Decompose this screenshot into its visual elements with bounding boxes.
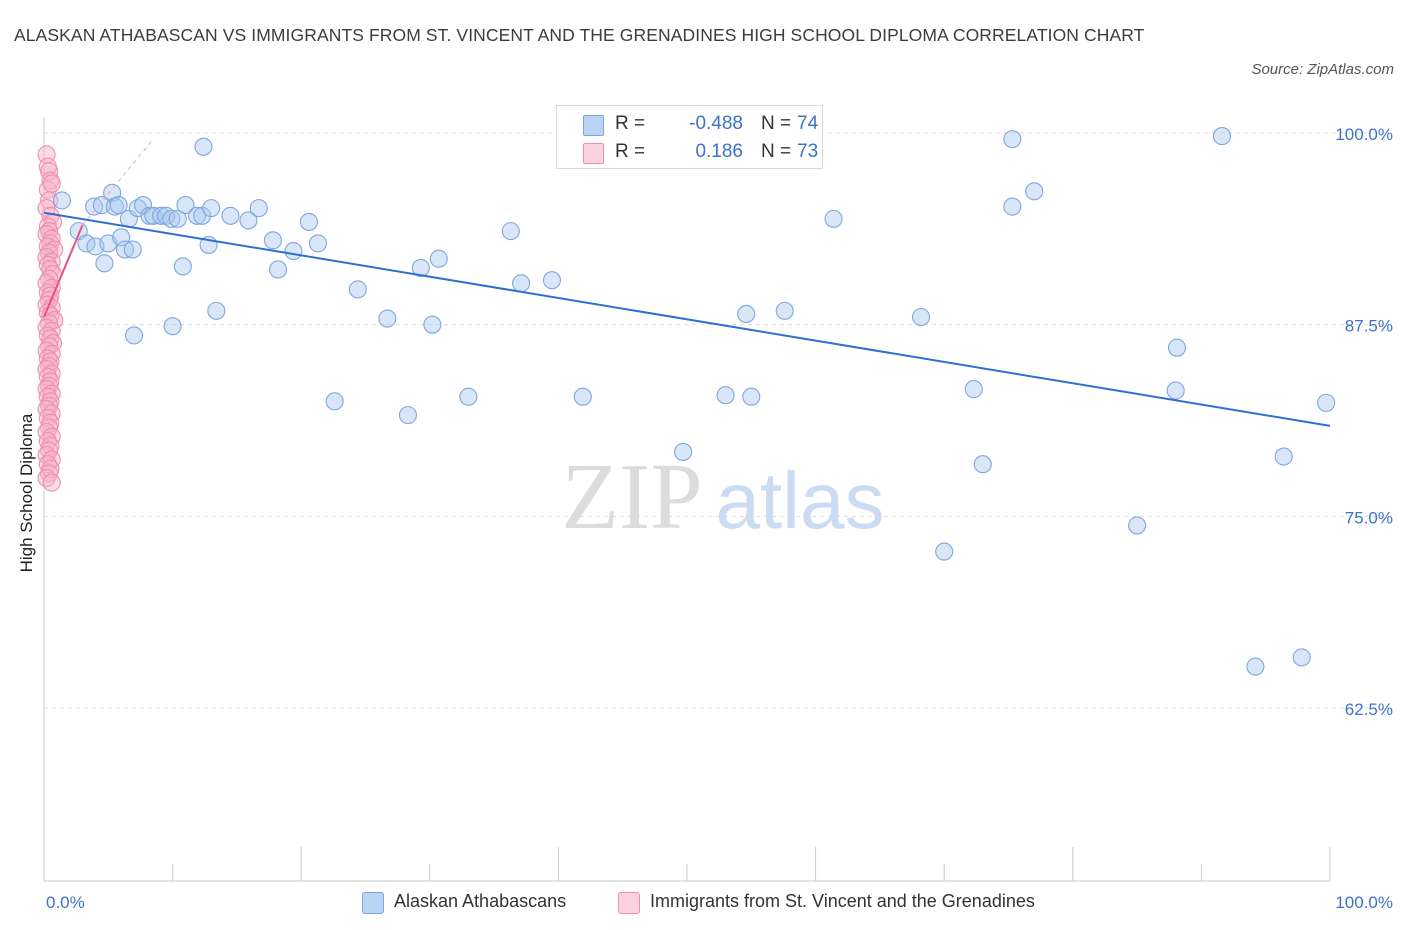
pink-point <box>42 473 61 492</box>
blue-swatch <box>583 115 604 136</box>
blue-point <box>398 406 417 425</box>
correlation-legend: R = -0.488 N = 74 R = 0.186 N = 73 <box>556 105 823 169</box>
blue-point <box>742 387 761 406</box>
blue-point <box>912 307 931 327</box>
n-label: N = <box>761 141 792 162</box>
blue-point <box>1025 182 1044 201</box>
source-label: Source: ZipAtlas.com <box>1251 61 1394 78</box>
blue-point <box>187 206 207 225</box>
series-blue-points <box>52 127 1336 676</box>
y-tick-label: 75.0% <box>1345 508 1393 527</box>
blue-trend-line <box>43 211 1331 427</box>
blue-point <box>144 206 163 225</box>
blue-point <box>123 240 142 259</box>
blue-point <box>173 257 192 276</box>
series-pink-points <box>37 145 64 492</box>
blue-point <box>1003 197 1022 216</box>
blue-point <box>249 199 268 218</box>
blue-point <box>308 234 327 253</box>
blue-swatch <box>362 892 384 914</box>
pink-point <box>37 341 56 360</box>
blue-point <box>423 315 442 334</box>
series-legend: Alaskan Athabascans Immigrants from St. … <box>0 888 1406 916</box>
blue-point <box>973 455 992 474</box>
blue-point <box>95 254 114 273</box>
blue-point <box>1292 648 1311 667</box>
blue-point <box>1128 516 1147 535</box>
blue-point <box>52 191 72 210</box>
trend-lines <box>43 138 1331 427</box>
blue-point <box>168 209 187 228</box>
x-tick-label-min: 0.0% <box>46 893 85 912</box>
blue-point <box>459 387 478 406</box>
blue-point <box>1212 127 1232 146</box>
pink-trend-line <box>43 224 84 318</box>
blue-point <box>85 197 104 216</box>
blue-point <box>716 386 735 405</box>
blue-point <box>124 326 144 345</box>
y-tick-label: 62.5% <box>1345 700 1393 719</box>
blue-point <box>964 380 983 399</box>
blue-point <box>162 209 181 228</box>
blue-point <box>1166 381 1185 400</box>
blue-point <box>1317 393 1336 412</box>
blue-point <box>157 206 176 225</box>
pink-swatch <box>583 143 604 164</box>
blue-point <box>109 196 128 215</box>
r-label: R = <box>615 113 646 134</box>
blue-point <box>299 212 318 231</box>
blue-point <box>269 260 288 279</box>
blue-point <box>221 206 240 225</box>
blue-point <box>737 304 756 323</box>
blue-point <box>115 240 135 259</box>
blue-point <box>935 542 954 561</box>
blue-point <box>573 387 592 406</box>
r-value: 0.186 <box>695 141 743 162</box>
watermark-atlas: atlas <box>716 456 885 545</box>
blue-point <box>239 211 258 230</box>
watermark: ZIP atlas <box>562 445 885 549</box>
n-label: N = <box>761 113 792 134</box>
blue-point <box>775 301 794 320</box>
blue-point <box>542 271 562 290</box>
chart-title: ALASKAN ATHABASCAN VS IMMIGRANTS FROM ST… <box>14 25 1145 45</box>
y-tick-label: 87.5% <box>1345 317 1393 336</box>
watermark-zip: ZIP <box>562 445 703 549</box>
blue-point <box>176 196 195 215</box>
r-value: -0.488 <box>689 113 743 134</box>
r-label: R = <box>615 141 646 162</box>
legend-label: Alaskan Athabascans <box>394 891 567 911</box>
pink-point <box>42 174 61 193</box>
pink-point <box>37 318 56 337</box>
pink-point <box>45 311 64 330</box>
n-value: 74 <box>797 113 819 134</box>
blue-point <box>512 274 531 293</box>
blue-point <box>348 280 367 299</box>
tick-labels: 62.5% 75.0% 87.5% 100.0% 0.0% 100.0% <box>46 125 1393 912</box>
blue-point <box>207 301 226 320</box>
blue-point <box>194 137 213 156</box>
blue-point <box>429 249 448 268</box>
blue-point <box>674 442 693 461</box>
blue-point <box>824 209 843 228</box>
y-tick-label: 100.0% <box>1335 125 1393 144</box>
blue-point <box>284 242 303 261</box>
n-value: 73 <box>797 141 819 162</box>
pink-trend-extension <box>82 138 154 226</box>
legend-label: Immigrants from St. Vincent and the Gren… <box>650 891 1035 911</box>
blue-point <box>263 231 282 250</box>
blue-point <box>1274 447 1293 466</box>
blue-point <box>202 199 221 218</box>
blue-point <box>163 317 182 336</box>
blue-point <box>325 392 344 411</box>
blue-point <box>1246 657 1265 676</box>
pink-swatch <box>618 892 640 914</box>
x-tick-label-max: 100.0% <box>1335 893 1393 912</box>
blue-point <box>501 222 520 241</box>
blue-point <box>411 258 430 277</box>
blue-point <box>1167 338 1187 357</box>
blue-point <box>1003 130 1022 149</box>
blue-point <box>378 309 397 328</box>
